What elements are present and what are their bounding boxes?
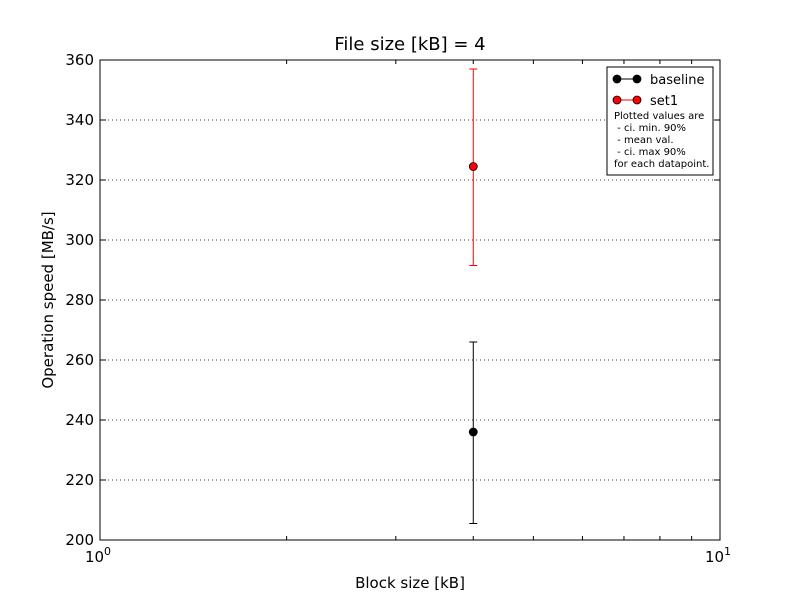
data-point: [468, 162, 478, 171]
legend-box: [606, 66, 714, 176]
chart-title: File size [kB] = 4: [334, 34, 485, 55]
y-tick-label: 240: [65, 411, 94, 429]
legend-marker: [612, 95, 622, 105]
legend-note-line: - ci. min. 90%: [614, 123, 686, 134]
y-tick-label: 280: [65, 291, 94, 309]
legend: baseline set1 Plotted values are - ci. min…: [606, 66, 714, 176]
legend-entry-baseline: baseline: [650, 73, 704, 88]
y-tick-label: 320: [65, 171, 94, 189]
y-tick-label: 200: [65, 531, 94, 549]
y-tick-label: 300: [65, 231, 94, 249]
legend-entry-set1: set1: [650, 94, 678, 109]
series-layer: [468, 68, 478, 524]
x-axis-label: Block size [kB]: [355, 574, 465, 592]
legend-note-line: - mean val.: [614, 135, 674, 146]
y-axis-label: Operation speed [MB/s]: [39, 211, 57, 388]
legend-note-line: Plotted values are: [614, 111, 704, 122]
series-set1: [468, 68, 478, 266]
series-baseline: [468, 341, 478, 524]
legend-note-line: for each datapoint.: [614, 159, 709, 170]
axis-ticks: 200 220 240 260 280 300 320 340 360 100 101: [65, 51, 731, 566]
plot-frame: [99, 59, 721, 541]
legend-marker: [612, 74, 622, 84]
legend-note-line: - ci. max 90%: [614, 147, 686, 158]
y-tick-label: 260: [65, 351, 94, 369]
y-tick-label: 360: [65, 51, 94, 69]
legend-marker: [632, 95, 642, 105]
y-tick-label: 340: [65, 111, 94, 129]
x-tick-label: 100: [85, 545, 111, 566]
y-tick-label: 220: [65, 471, 94, 489]
x-tick-label: 101: [705, 545, 731, 566]
legend-marker: [632, 74, 642, 84]
data-point: [468, 427, 478, 437]
